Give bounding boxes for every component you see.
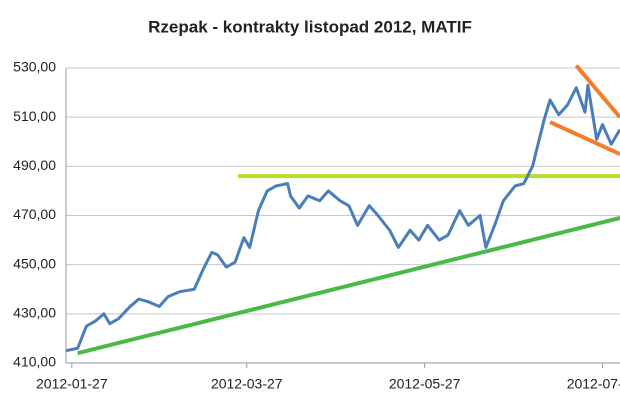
y-tick-label: 510,00 — [13, 108, 56, 124]
y-tick-label: 430,00 — [13, 305, 56, 321]
chart-title: Rzepak - kontrakty listopad 2012, MATIF — [148, 17, 472, 36]
y-tick-label: 470,00 — [13, 206, 56, 222]
trend-line — [574, 64, 620, 119]
y-tick-label: 410,00 — [13, 354, 56, 370]
x-tick-label: 2012-03-27 — [211, 376, 283, 392]
x-tick-label: 2012-01-27 — [36, 376, 108, 392]
price-line — [65, 83, 620, 353]
trend-line — [549, 120, 620, 156]
x-tick-label: 2012-05-27 — [389, 376, 461, 392]
y-tick-label: 450,00 — [13, 255, 56, 271]
x-tick-label: 2012-07-27 — [567, 376, 620, 392]
y-tick-label: 490,00 — [13, 157, 56, 173]
y-tick-label: 530,00 — [13, 59, 56, 75]
trend-line — [77, 216, 620, 356]
